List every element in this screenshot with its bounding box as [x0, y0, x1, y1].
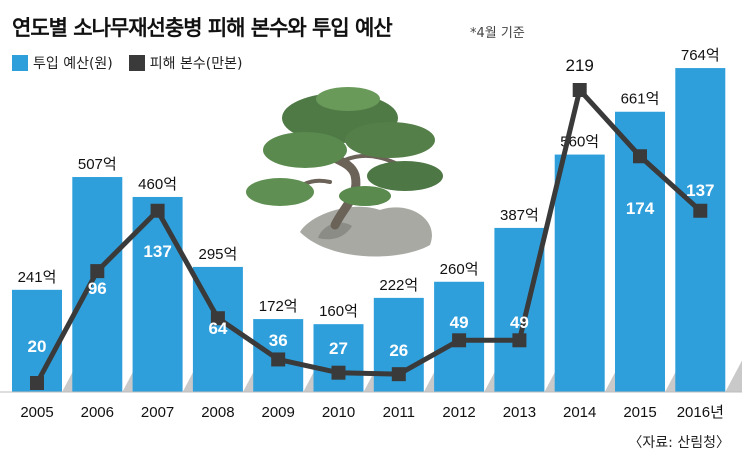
legend-item-budget: 투입 예산(원)	[12, 53, 113, 73]
chart-note: *4월 기준	[470, 26, 525, 41]
bar-2014	[554, 154, 605, 392]
legend: 투입 예산(원) 피해 본수(만본)	[12, 52, 258, 74]
damage-value-label: 27	[329, 339, 348, 358]
damage-point	[331, 365, 346, 380]
source-note: 〈자료: 산림청〉	[628, 435, 730, 451]
x-tick-label: 2007	[141, 404, 174, 421]
x-tick-label: 2010	[322, 404, 355, 421]
damage-point	[210, 311, 225, 326]
damage-value-label: 36	[269, 331, 288, 350]
damage-value-label: 137	[143, 242, 171, 261]
legend-label-budget: 투입 예산(원)	[33, 56, 113, 72]
bar-value-label: 661억	[621, 91, 660, 108]
bar-2010	[313, 324, 364, 392]
bar-value-label: 160억	[319, 303, 358, 320]
bar-2006	[72, 177, 123, 392]
damage-point	[633, 149, 647, 164]
damage-point	[512, 333, 527, 348]
bar-value-label: 295억	[198, 246, 237, 263]
x-tick-label: 2015	[623, 404, 656, 421]
bar-value-label: 260억	[440, 261, 479, 278]
damage-line	[34, 87, 702, 385]
damage-point	[271, 352, 286, 367]
x-tick-label: 2005	[20, 404, 53, 421]
chart-title: 연도별 소나무재선충병 피해 본수와 투입 예산	[12, 16, 393, 40]
bar-value-label: 241억	[18, 269, 57, 286]
legend-label-damage: 피해 본수(만본)	[149, 56, 243, 72]
damage-value-label: 174	[626, 199, 655, 218]
damage-value-label: 96	[88, 279, 107, 298]
legend-swatch-budget	[12, 55, 28, 71]
bar-shadow	[725, 360, 742, 392]
damage-value-label: 20	[28, 337, 47, 356]
legend-swatch-damage	[128, 55, 145, 71]
damage-value-label: 26	[389, 341, 408, 360]
bar-value-label: 460억	[138, 176, 177, 193]
damage-points	[30, 83, 708, 390]
x-axis-ticks: 2005 2006 2007 2008 2009 2010 2011 2012 2013 2014…	[20, 404, 724, 421]
damage-point	[572, 83, 587, 97]
x-tick-label: 2008	[201, 404, 234, 421]
x-tick-label: 2009	[262, 404, 295, 421]
bar-2013	[494, 227, 545, 392]
x-tick-label: 2016년	[677, 404, 724, 421]
damage-point	[30, 376, 44, 390]
bar-value-label: 764억	[681, 47, 720, 64]
damage-point	[90, 264, 105, 279]
x-tick-label: 2014	[563, 404, 596, 421]
damage-point	[391, 367, 406, 382]
damage-point	[150, 203, 165, 218]
bar-value-label: 507억	[78, 156, 117, 173]
damage-value-labels: 20 96 137 64 36 27 26 49 49 219 174 137	[28, 56, 715, 360]
x-tick-label: 2006	[81, 404, 114, 421]
damage-value-label: 219	[566, 56, 594, 75]
x-tick-label: 2013	[503, 404, 536, 421]
damage-point	[693, 203, 708, 218]
legend-item-damage: 피해 본수(만본)	[128, 53, 243, 73]
bar-2005	[12, 289, 62, 392]
damage-point	[452, 333, 467, 348]
bonsai-tree-illustration	[246, 87, 443, 257]
bar-2016년	[675, 68, 726, 393]
bar-value-label: 222억	[379, 277, 418, 294]
x-tick-label: 2011	[383, 404, 415, 421]
bar-value-label: 172억	[259, 298, 298, 315]
damage-line-path	[34, 87, 702, 385]
x-tick-label: 2012	[442, 404, 475, 421]
damage-value-label: 137	[686, 181, 714, 200]
damage-value-label: 49	[450, 313, 469, 332]
damage-value-label: 49	[510, 313, 529, 332]
damage-value-label: 64	[208, 319, 227, 338]
bar-value-label: 387억	[500, 207, 539, 224]
